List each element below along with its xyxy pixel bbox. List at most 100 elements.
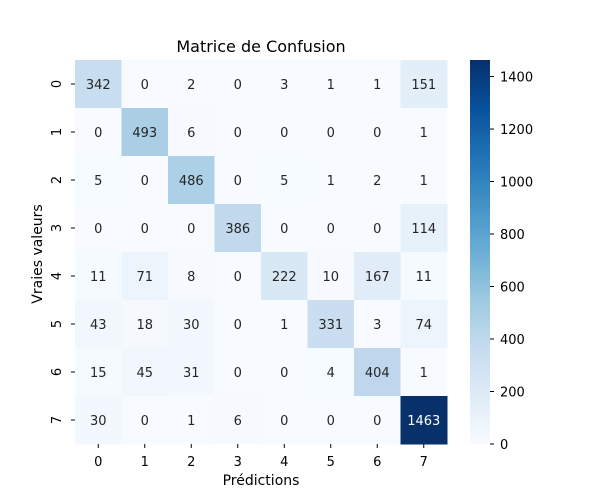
heatmap-cell (261, 108, 308, 157)
x-axis-label: Prédictions (223, 473, 300, 489)
heatmap-cell (400, 252, 448, 301)
heatmap-cell (214, 396, 262, 445)
heatmap-cell (214, 252, 262, 301)
cell-value-label: 0 (280, 222, 288, 237)
heatmap-cell (168, 204, 215, 253)
heatmap-cell (121, 348, 169, 397)
cell-value-label: 342 (86, 78, 111, 93)
heatmap-cell (261, 348, 308, 397)
cell-value-label: 74 (415, 318, 432, 333)
colorbar-tick-label: 800 (500, 228, 525, 243)
cell-value-label: 11 (90, 270, 107, 285)
heatmap-cell (307, 108, 355, 157)
cell-value-label: 2 (187, 78, 195, 93)
cell-value-label: 0 (141, 414, 149, 429)
cell-value-label: 31 (183, 366, 200, 381)
cell-value-label: 10 (322, 270, 339, 285)
colorbar-tick-label: 0 (500, 438, 508, 453)
heatmap-cell (307, 252, 355, 301)
heatmap-cell (354, 252, 401, 301)
heatmap-cell (307, 60, 355, 109)
cell-value-label: 1463 (407, 414, 440, 429)
x-tick-label: 4 (280, 455, 288, 470)
cell-value-label: 1 (280, 318, 288, 333)
cell-value-label: 222 (272, 270, 297, 285)
cell-value-label: 114 (411, 222, 436, 237)
cell-value-label: 0 (327, 126, 335, 141)
colorbar: 0 200 400 600 800 1000 1200 1400 (470, 60, 533, 453)
x-tick-label: 0 (94, 455, 102, 470)
cell-value-label: 0 (187, 222, 195, 237)
cell-value-label: 486 (179, 174, 204, 189)
heatmap-cell (261, 300, 308, 349)
heatmap-cell (261, 252, 308, 301)
heatmap-cell (354, 396, 401, 445)
heatmap-cell (121, 396, 169, 445)
cell-value-label: 5 (94, 174, 102, 189)
cell-value-label: 0 (280, 366, 288, 381)
heatmap-cell (168, 156, 215, 205)
cell-value-label: 6 (234, 414, 242, 429)
y-axis-label: Vraies valeurs (30, 204, 46, 303)
heatmap-cell (214, 204, 262, 253)
y-tick-label: 2 (50, 176, 65, 184)
y-tick-label: 5 (50, 320, 65, 328)
colorbar-tick-label: 1400 (500, 71, 533, 86)
heatmap-cell (307, 348, 355, 397)
y-tick-label: 3 (50, 224, 65, 232)
heatmap-cell (75, 300, 122, 349)
cell-value-label: 4 (327, 366, 335, 381)
cell-value-label: 71 (136, 270, 153, 285)
heatmap-cell (307, 156, 355, 205)
heatmap-cell (75, 204, 122, 253)
heatmap-cell (75, 156, 122, 205)
heatmap-cell (354, 60, 401, 109)
heatmap-cell (121, 108, 169, 157)
x-tick-label: 1 (141, 455, 149, 470)
heatmap-cell (307, 300, 355, 349)
cell-value-label: 0 (234, 174, 242, 189)
heatmap-cell (75, 252, 122, 301)
heatmap-cell (354, 348, 401, 397)
cell-value-label: 5 (280, 174, 288, 189)
heatmap-cell (400, 204, 448, 253)
cell-value-label: 1 (187, 414, 195, 429)
heatmap-cell (75, 348, 122, 397)
y-tick-label: 0 (50, 80, 65, 88)
heatmap-cell (168, 252, 215, 301)
heatmap-cell (307, 204, 355, 253)
heatmap-cell (121, 252, 169, 301)
heatmap-cell (261, 204, 308, 253)
cell-value-label: 0 (327, 222, 335, 237)
heatmap-cell (354, 108, 401, 157)
y-tick-label: 1 (50, 128, 65, 136)
x-tick-label: 2 (187, 455, 195, 470)
cell-value-label: 1 (327, 78, 335, 93)
cell-value-label: 0 (94, 126, 102, 141)
heatmap-cell (168, 60, 215, 109)
colorbar-gradient (470, 60, 490, 444)
heatmap-cell (75, 108, 122, 157)
chart-title: Matrice de Confusion (176, 37, 345, 56)
heatmap-cell (214, 156, 262, 205)
cell-value-label: 8 (187, 270, 195, 285)
cell-value-label: 1 (327, 174, 335, 189)
heatmap-cell (307, 396, 355, 445)
colorbar-tick-label: 1200 (500, 123, 533, 138)
heatmap-cell (214, 300, 262, 349)
cell-value-label: 0 (373, 126, 381, 141)
x-tick-label: 6 (373, 455, 381, 470)
colorbar-tick-label: 600 (500, 281, 525, 296)
cell-value-label: 0 (141, 222, 149, 237)
heatmap-cell (214, 348, 262, 397)
heatmap-cell (75, 396, 122, 445)
cell-value-label: 0 (234, 126, 242, 141)
heatmap-cell (261, 60, 308, 109)
heatmap-cell (400, 156, 448, 205)
y-tick-label: 6 (50, 368, 65, 376)
heatmap-cell (400, 60, 448, 109)
cell-value-label: 3 (373, 318, 381, 333)
cell-value-label: 1 (420, 174, 428, 189)
cell-value-label: 167 (365, 270, 390, 285)
heatmap-cell (121, 300, 169, 349)
